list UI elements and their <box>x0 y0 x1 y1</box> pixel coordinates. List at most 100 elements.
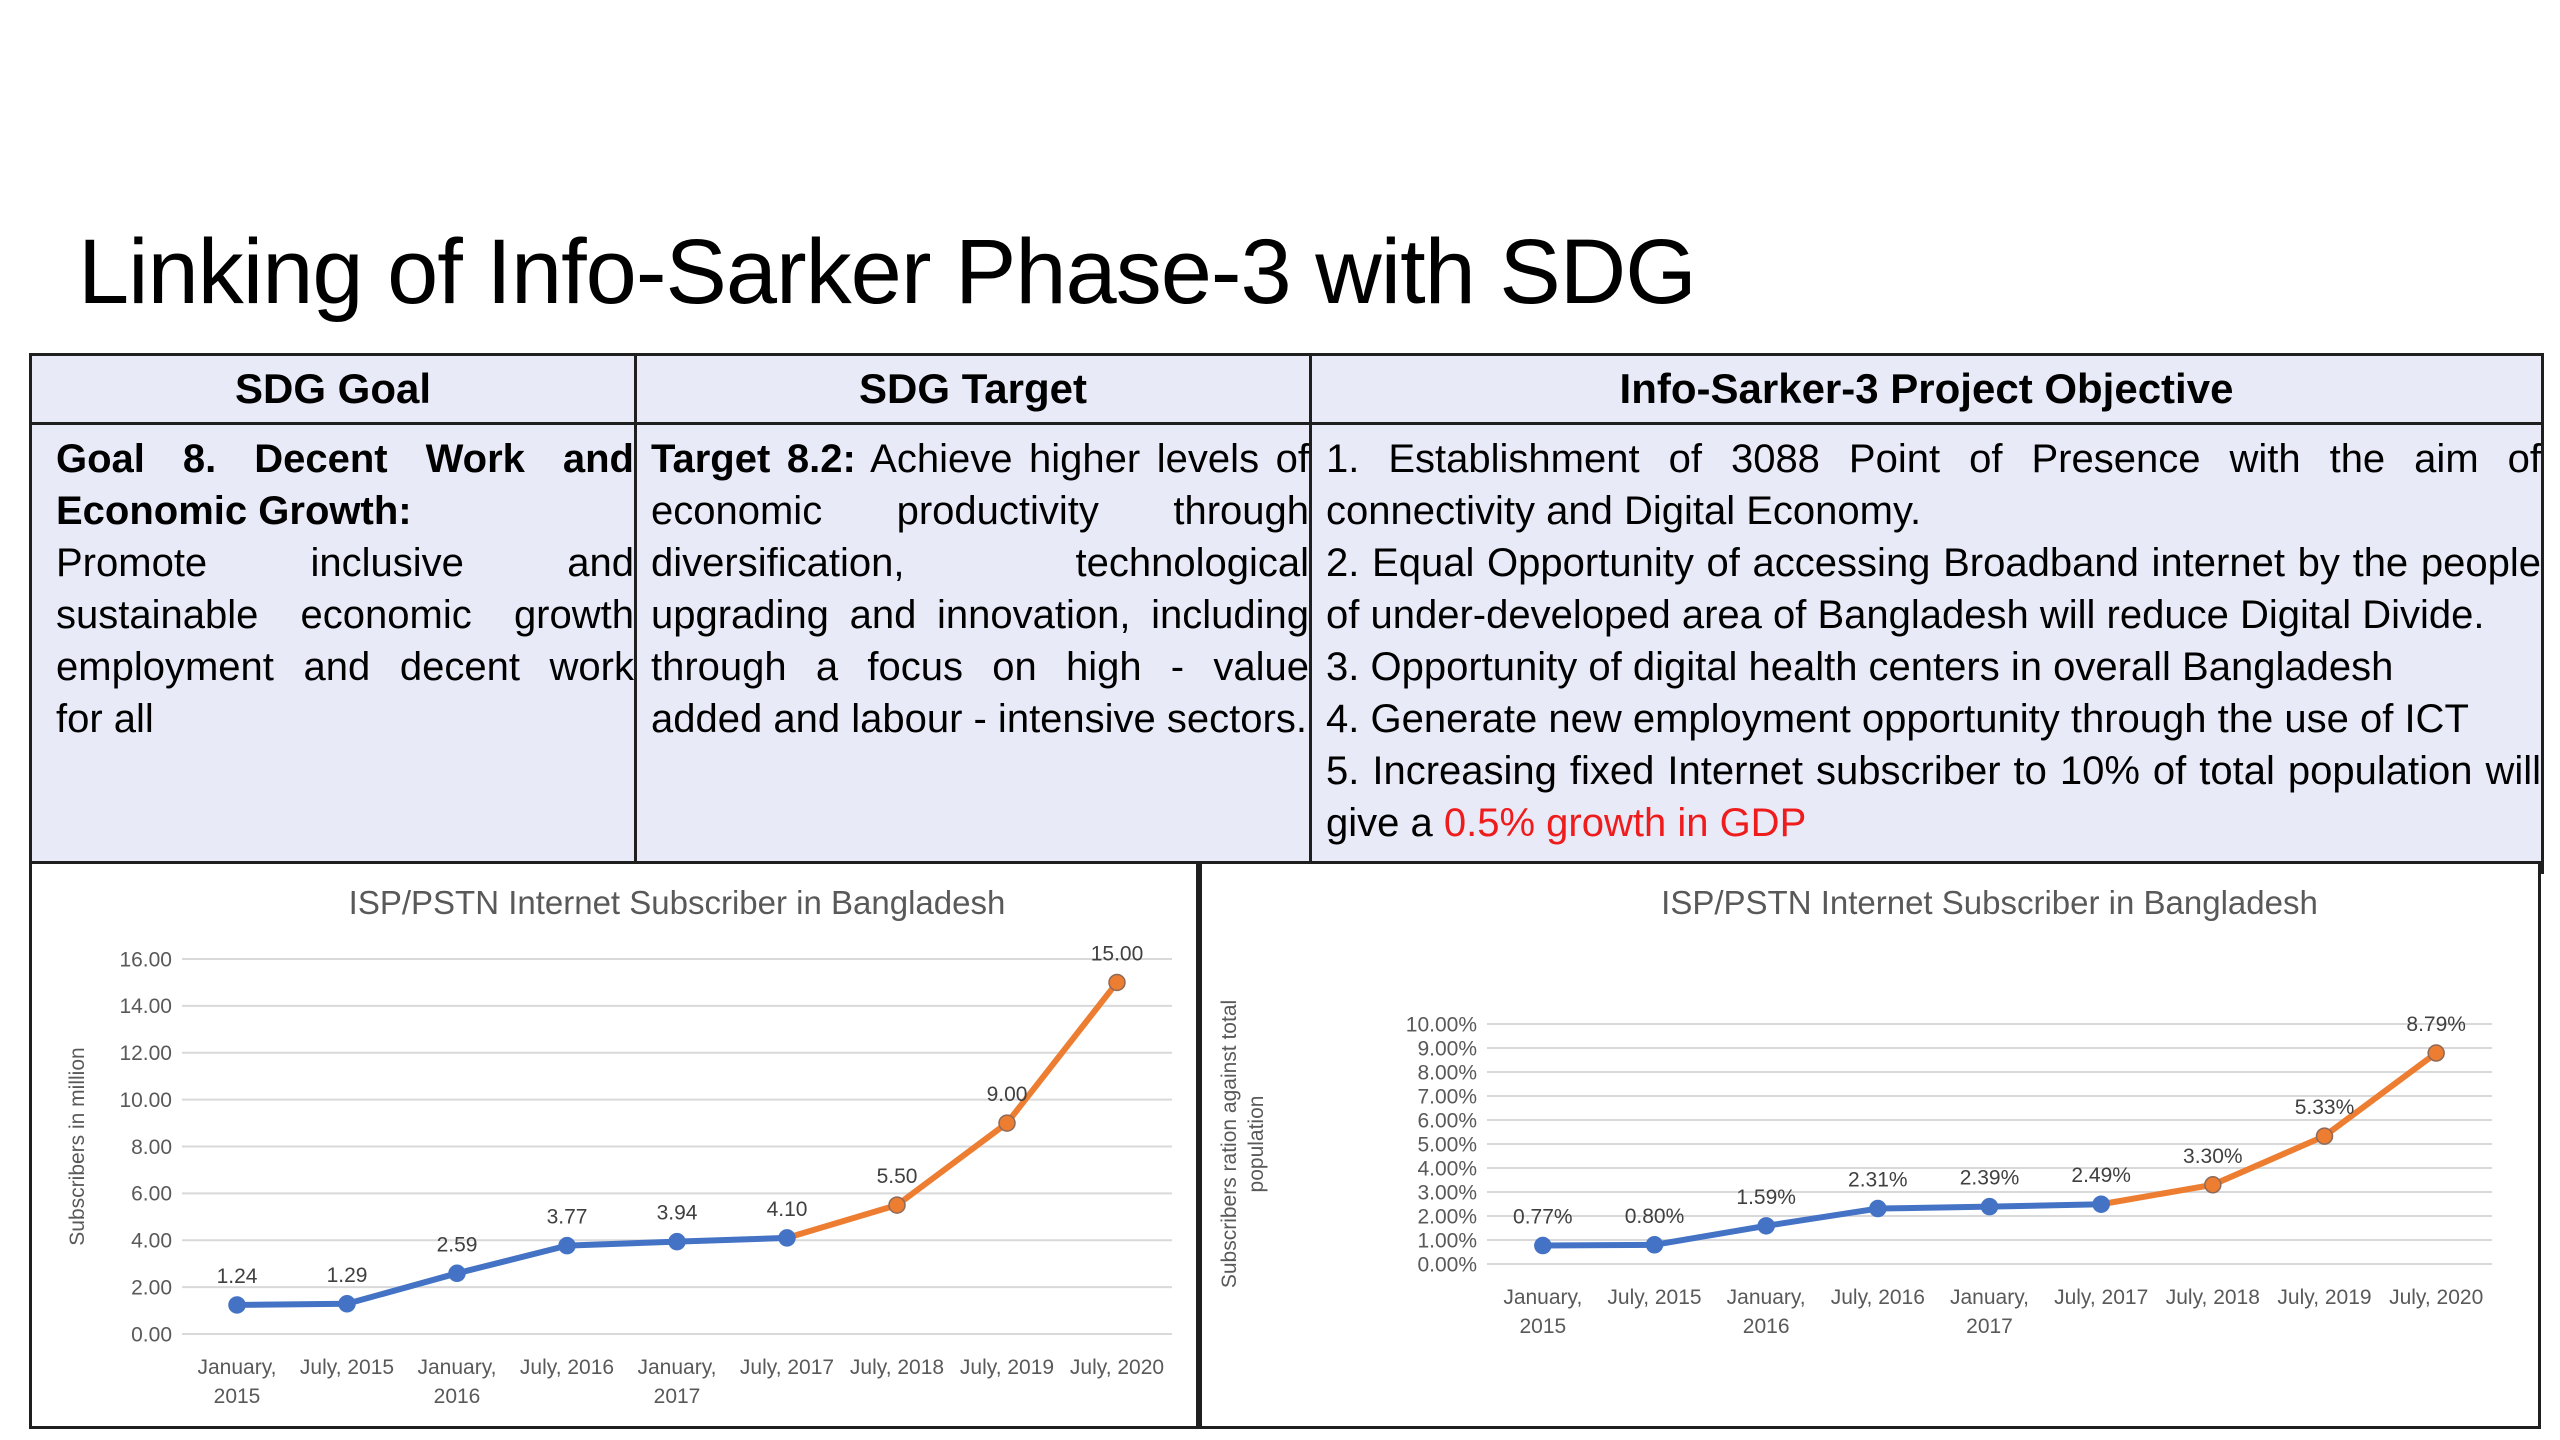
x-tick-label: January, <box>638 1356 717 1379</box>
data-label: 5.33% <box>2295 1096 2355 1119</box>
series-line-projected <box>784 979 1120 1241</box>
y-tick-label: 6.00% <box>1417 1109 1477 1132</box>
data-label: 2.49% <box>2071 1164 2131 1187</box>
x-tick-label: 2015 <box>214 1385 261 1408</box>
data-label: 8.79% <box>2406 1013 2466 1036</box>
data-point <box>338 1295 356 1313</box>
target-cell: Target 8.2: Achieve higher levels of eco… <box>634 422 1312 874</box>
slide-title: Linking of Info-Sarker Phase-3 with SDG <box>78 221 1697 323</box>
y-tick-label: 0.00% <box>1417 1253 1477 1276</box>
y-tick-label: 12.00 <box>119 1042 172 1065</box>
goal-cell: Goal 8. Decent Work and Economic Growth:… <box>29 422 637 874</box>
data-label: 1.24 <box>217 1265 258 1288</box>
y-axis-title: Subscribers in million <box>66 1047 89 1245</box>
data-point <box>998 1114 1016 1132</box>
y-axis-title: population <box>1245 1096 1268 1193</box>
data-point <box>448 1264 466 1283</box>
data-point <box>2092 1195 2110 1213</box>
data-point <box>558 1236 576 1255</box>
data-label: 2.39% <box>1960 1167 2020 1190</box>
x-tick-label: January, <box>198 1356 277 1379</box>
x-tick-label: July, 2017 <box>2054 1286 2148 1309</box>
data-label: 2.31% <box>1848 1169 1908 1192</box>
header-project-objective: Info-Sarker-3 Project Objective <box>1309 353 2544 425</box>
data-label: 3.77 <box>547 1206 588 1229</box>
data-point <box>1108 973 1126 992</box>
y-tick-label: 9.00% <box>1417 1037 1477 1060</box>
x-tick-label: January, <box>1727 1286 1806 1309</box>
data-label: 9.00 <box>987 1083 1028 1106</box>
y-tick-label: 3.00% <box>1417 1181 1477 1204</box>
data-label: 0.80% <box>1625 1205 1685 1228</box>
x-tick-label: 2016 <box>1743 1315 1790 1338</box>
y-tick-label: 16.00 <box>119 948 172 971</box>
sdg-linking-table: SDG Goal SDG Target Info-Sarker-3 Projec… <box>29 353 2544 874</box>
goal-heading: Goal 8. Decent Work and Economic Growth: <box>56 437 634 533</box>
chart-title: ISP/PSTN Internet Subscriber in Banglade… <box>349 884 1006 921</box>
x-tick-label: July, 2017 <box>740 1356 834 1379</box>
y-tick-label: 10.00% <box>1406 1013 1477 1036</box>
x-tick-label: July, 2019 <box>2277 1286 2371 1309</box>
x-tick-label: July, 2020 <box>2389 1286 2483 1309</box>
target-text: Achieve higher levels of economic produc… <box>651 437 1309 741</box>
y-tick-label: 4.00% <box>1417 1157 1477 1180</box>
y-tick-label: 2.00 <box>131 1276 172 1299</box>
x-tick-label: July, 2020 <box>1070 1356 1164 1379</box>
series-line-actual <box>1539 1201 2105 1249</box>
y-tick-label: 4.00 <box>131 1230 172 1253</box>
subscriber-million-chart: ISP/PSTN Internet Subscriber in Banglade… <box>29 861 1199 1429</box>
x-tick-label: January, <box>1503 1286 1582 1309</box>
objective-item: 2. Equal Opportunity of accessing Broadb… <box>1326 541 2541 637</box>
objective-item: 4. Generate new employment opportunity t… <box>1326 697 2469 741</box>
subscriber-million-chart-svg: ISP/PSTN Internet Subscriber in Banglade… <box>66 884 1172 1408</box>
data-label: 2.59 <box>437 1233 478 1256</box>
goal-text: Promote inclusive and sustainable econom… <box>56 541 634 741</box>
data-point <box>1534 1236 1552 1255</box>
x-tick-label: July, 2016 <box>1831 1286 1925 1309</box>
y-tick-label: 6.00 <box>131 1183 172 1206</box>
x-tick-label: July, 2015 <box>300 1356 394 1379</box>
gdp-growth-highlight: 0.5% growth in GDP <box>1443 801 1807 845</box>
data-point <box>668 1232 686 1251</box>
x-tick-label: July, 2018 <box>2166 1286 2260 1309</box>
subscriber-ratio-chart: ISP/PSTN Internet Subscriber in Banglade… <box>1199 861 2541 1429</box>
objective-item: 3. Opportunity of digital health centers… <box>1326 645 2394 689</box>
data-label: 1.59% <box>1736 1186 1796 1209</box>
y-tick-label: 0.00 <box>131 1323 172 1346</box>
y-tick-label: 14.00 <box>119 995 172 1018</box>
x-tick-label: July, 2019 <box>960 1356 1054 1379</box>
objective-item: 1. Establishment of 3088 Point of Presen… <box>1326 437 2541 533</box>
y-tick-label: 1.00% <box>1417 1229 1477 1252</box>
header-sdg-goal: SDG Goal <box>29 353 637 425</box>
y-tick-label: 7.00% <box>1417 1085 1477 1108</box>
data-point <box>2204 1176 2222 1194</box>
data-point <box>228 1296 246 1314</box>
data-label: 0.77% <box>1513 1206 1573 1229</box>
y-tick-label: 8.00 <box>131 1136 172 1159</box>
data-label: 1.29 <box>327 1264 368 1287</box>
objective-5-text: 5. Increasing fixed Internet subscriber … <box>1326 749 2541 845</box>
data-point <box>1869 1199 1887 1218</box>
series-line-projected <box>2098 1050 2440 1208</box>
objective-cell: 1. Establishment of 3088 Point of Presen… <box>1309 422 2544 874</box>
data-point <box>778 1229 796 1247</box>
y-tick-label: 8.00% <box>1417 1061 1477 1084</box>
data-label: 3.94 <box>657 1202 698 1225</box>
x-tick-label: 2017 <box>1966 1315 2013 1338</box>
data-point <box>2315 1127 2334 1145</box>
data-label: 3.30% <box>2183 1145 2243 1168</box>
x-tick-label: 2017 <box>654 1385 701 1408</box>
data-point <box>888 1196 906 1214</box>
y-tick-label: 2.00% <box>1417 1205 1477 1228</box>
y-axis-title: Subscribers ration against total <box>1218 1000 1241 1288</box>
x-tick-label: January, <box>1950 1286 2029 1309</box>
data-label: 15.00 <box>1091 942 1144 965</box>
data-label: 4.10 <box>767 1198 808 1221</box>
data-point <box>2427 1044 2445 1062</box>
y-tick-label: 10.00 <box>119 1089 172 1112</box>
x-tick-label: January, <box>418 1356 497 1379</box>
table-row: Goal 8. Decent Work and Economic Growth:… <box>29 422 2544 874</box>
y-tick-label: 5.00% <box>1417 1133 1477 1156</box>
data-point <box>1645 1236 1664 1254</box>
x-tick-label: July, 2018 <box>850 1356 944 1379</box>
